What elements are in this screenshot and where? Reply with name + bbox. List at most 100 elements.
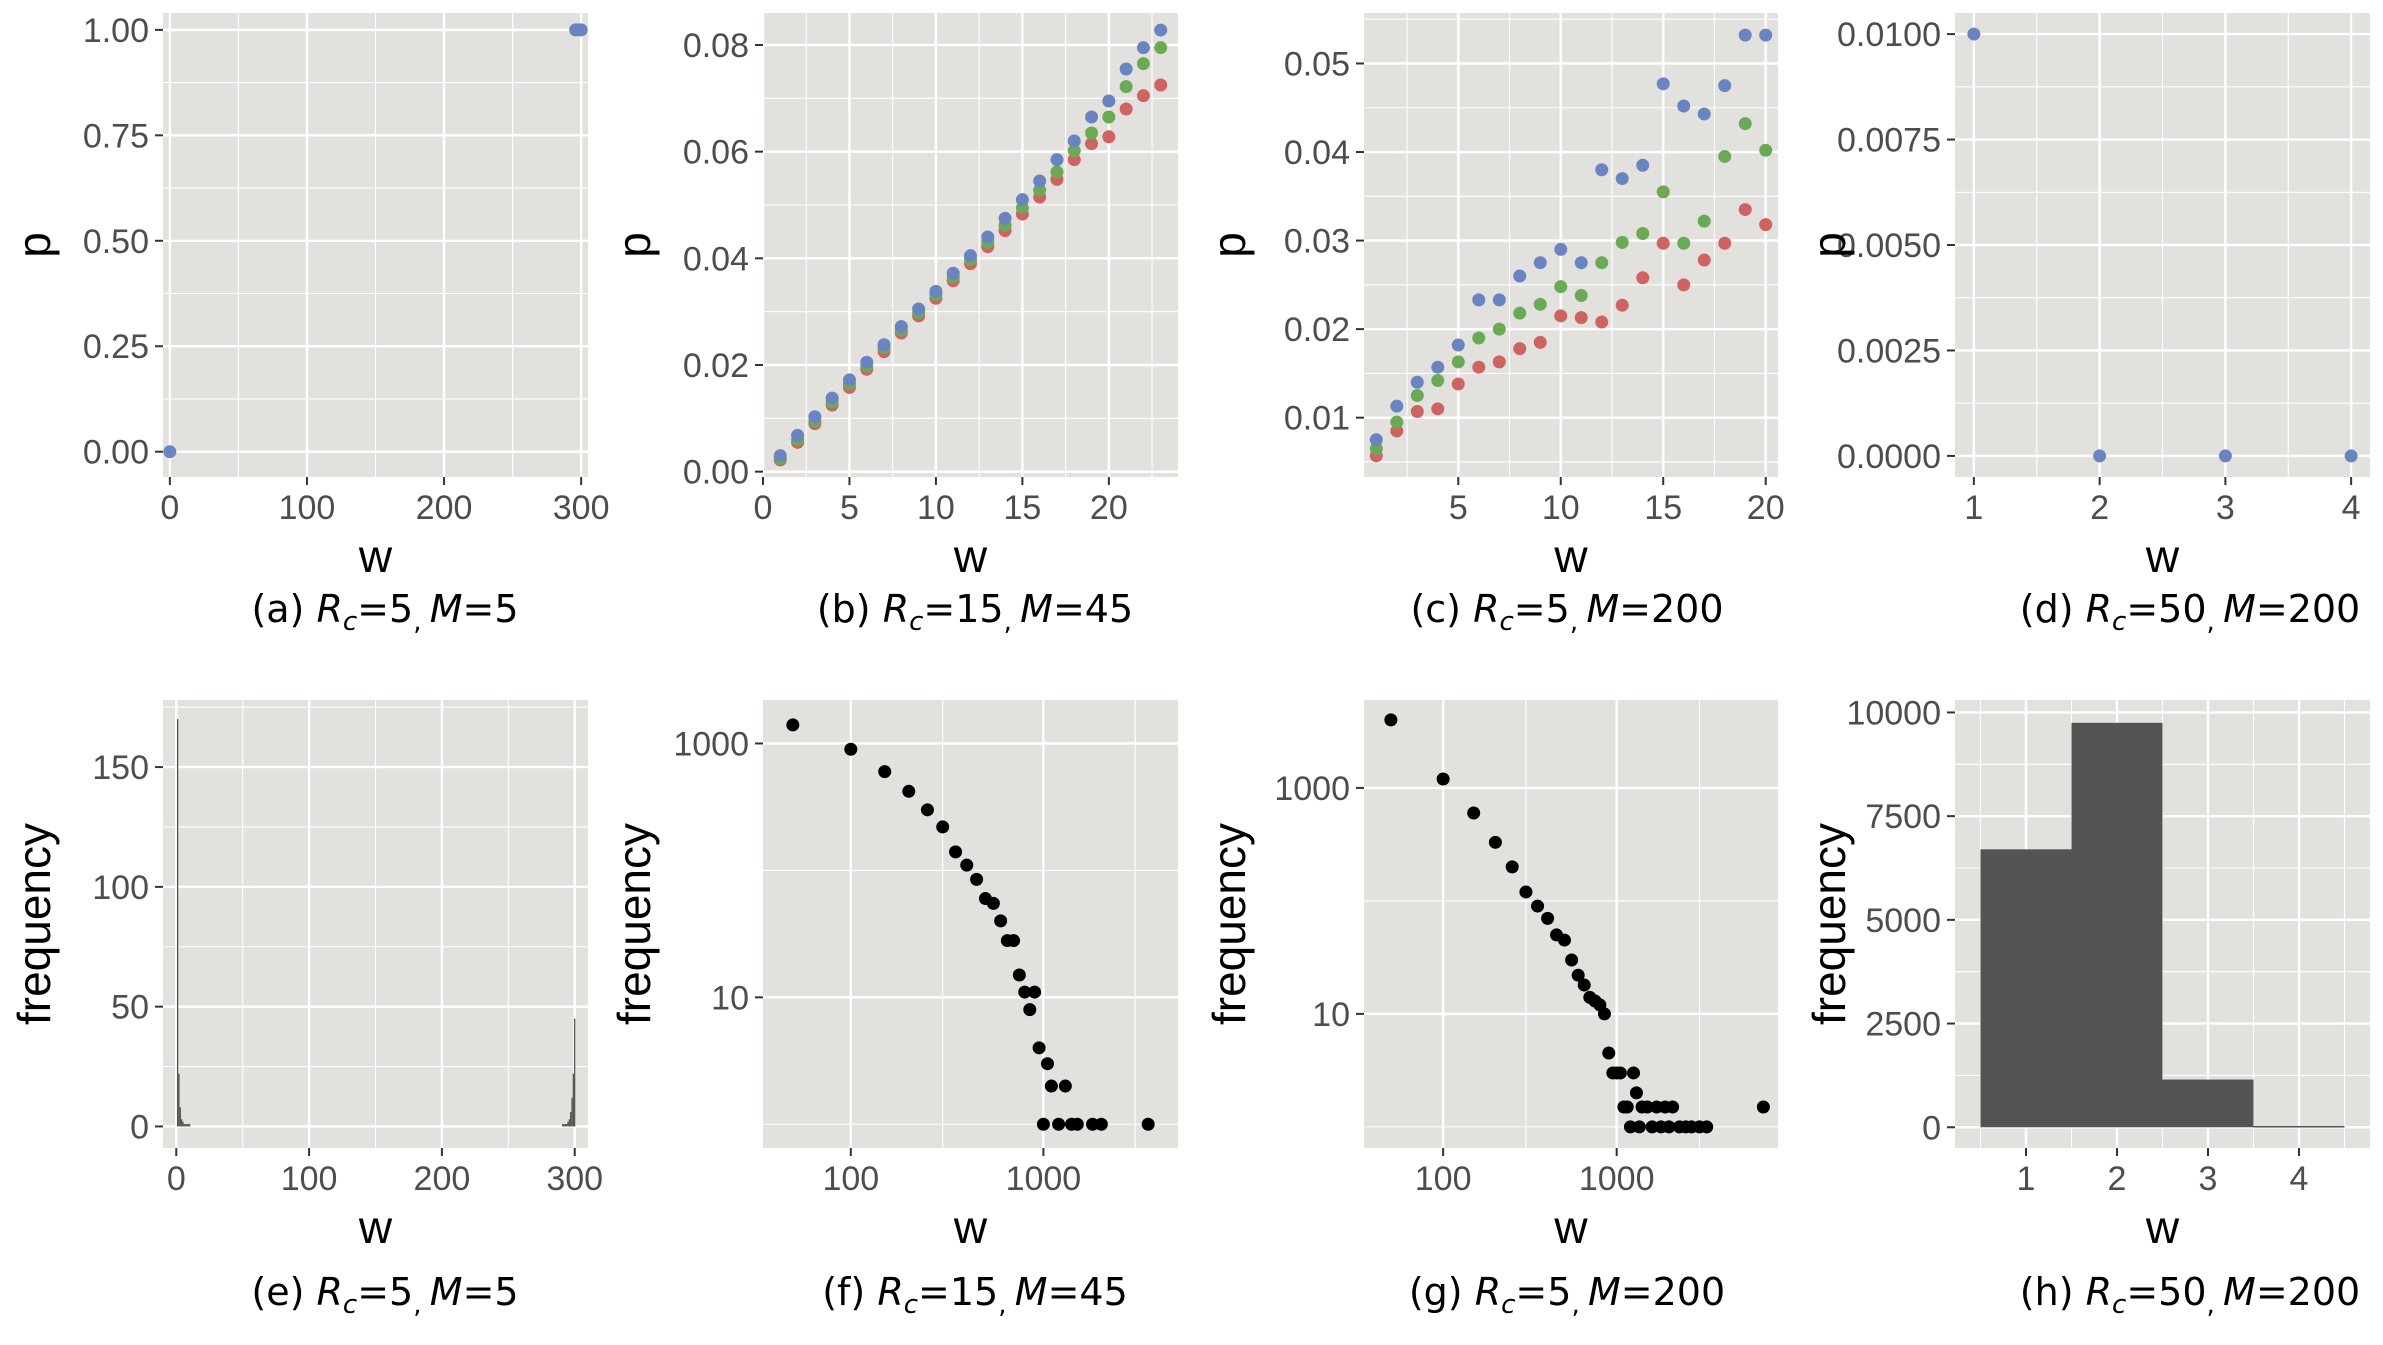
caption-eq1: =50	[2126, 1270, 2206, 1314]
caption-prefix: (b)	[817, 587, 883, 631]
x-tick-label: 1000	[1579, 1160, 1655, 1198]
data-point	[1756, 1100, 1770, 1114]
data-point	[1531, 899, 1545, 913]
histogram-bar	[188, 1124, 191, 1127]
y-tick-label: 0.50	[83, 223, 149, 261]
y-tick-label: 0.0050	[1837, 227, 1941, 265]
histogram-bar	[2162, 1079, 2254, 1128]
y-tick-label: 0.05	[1284, 45, 1350, 83]
data-point	[1102, 94, 1116, 108]
caption-M: M	[2223, 587, 2256, 631]
data-point	[163, 445, 177, 459]
caption-eq1: =15	[923, 587, 1003, 631]
data-point	[1154, 23, 1168, 37]
data-point	[1492, 355, 1506, 369]
histogram-bar	[1980, 849, 2072, 1128]
caption-R: R	[1475, 1270, 1501, 1314]
data-point	[1615, 172, 1629, 186]
data-point	[1040, 1057, 1054, 1071]
data-point	[1023, 1003, 1037, 1017]
data-point	[1577, 978, 1591, 992]
data-point	[1700, 1120, 1714, 1134]
x-tick-label: 0	[167, 1160, 186, 1198]
data-point	[1632, 1120, 1646, 1134]
caption-prefix: (f)	[822, 1270, 877, 1314]
data-point	[1119, 102, 1133, 116]
data-point	[1640, 1100, 1654, 1114]
data-point	[1369, 433, 1383, 447]
data-point	[949, 845, 963, 859]
caption-c: c	[909, 607, 923, 637]
panel-caption: (c) Rc=5, M=200	[1410, 587, 1723, 637]
data-point	[1052, 1117, 1066, 1131]
data-point	[1028, 985, 1042, 999]
y-tick-label: 10	[1312, 996, 1350, 1034]
histogram-bar	[570, 1112, 572, 1127]
data-point	[1636, 226, 1650, 240]
histogram-bar	[571, 1097, 573, 1127]
data-point	[1102, 110, 1116, 124]
y-axis-title: frequency	[608, 823, 660, 1025]
data-point	[1620, 1100, 1634, 1114]
chart-panel-c: 5 10 15 20 0.01 0.02 0.03 0.04 0.05 w p (c) Rc=5, M…	[1203, 13, 1785, 637]
caption-M: M	[1015, 1270, 1048, 1314]
data-point	[1541, 911, 1555, 925]
y-tick-label: 0.01	[1284, 400, 1350, 438]
data-point	[1738, 28, 1752, 42]
data-point	[1636, 271, 1650, 285]
caption-eq1: =5	[357, 1270, 413, 1314]
caption-c: c	[1500, 607, 1514, 637]
plot-background	[1364, 13, 1778, 477]
data-point	[1602, 1046, 1616, 1060]
y-tick-label: 50	[111, 989, 149, 1027]
data-point	[1615, 235, 1629, 249]
data-point	[1613, 1066, 1627, 1080]
data-point	[1554, 242, 1568, 256]
caption-eq1: =50	[2126, 587, 2206, 631]
caption-comma: ,	[2207, 607, 2224, 637]
y-tick-label: 0.03	[1284, 223, 1350, 261]
histogram-bar	[563, 1124, 565, 1127]
caption-eq1: =15	[918, 1270, 998, 1314]
data-point	[1136, 57, 1150, 71]
x-tick-label: 300	[546, 1160, 603, 1198]
y-tick-label: 0.00	[83, 434, 149, 472]
data-point	[1677, 236, 1691, 250]
caption-eq2: =200	[1621, 1270, 1725, 1314]
x-tick-label: 3	[2216, 489, 2235, 527]
x-tick-label: 200	[414, 1160, 471, 1198]
data-point	[1718, 236, 1732, 250]
plot-background	[1364, 700, 1778, 1148]
caption-eq1: =5	[357, 587, 413, 631]
data-point	[1058, 1079, 1072, 1093]
x-tick-label: 15	[1644, 489, 1682, 527]
data-point	[1436, 772, 1450, 786]
y-axis-title: p	[1803, 232, 1855, 258]
histogram-bar	[562, 1124, 564, 1127]
x-tick-label: 5	[840, 489, 859, 527]
y-axis-title: frequency	[1203, 823, 1255, 1025]
y-tick-label: 0.25	[83, 328, 149, 366]
data-point	[1472, 331, 1486, 345]
data-point	[1136, 41, 1150, 55]
data-point	[1451, 355, 1465, 369]
data-point	[1085, 110, 1099, 124]
caption-M: M	[1586, 587, 1619, 631]
x-tick-label: 100	[822, 1160, 879, 1198]
x-tick-label: 10	[917, 489, 955, 527]
data-point	[1492, 322, 1506, 336]
y-tick-label: 0.75	[83, 117, 149, 155]
x-tick-label: 5	[1449, 489, 1468, 527]
histogram-bar	[182, 1121, 184, 1127]
data-point	[1595, 256, 1609, 270]
x-axis-title: w	[1553, 530, 1588, 582]
data-point	[1033, 174, 1047, 188]
data-point	[1410, 404, 1424, 418]
x-tick-label: 10	[1542, 489, 1580, 527]
data-point	[786, 718, 800, 732]
caption-c: c	[1501, 1290, 1515, 1320]
histogram-bar	[566, 1124, 568, 1127]
histogram-bar	[183, 1124, 185, 1127]
data-point	[1136, 89, 1150, 103]
